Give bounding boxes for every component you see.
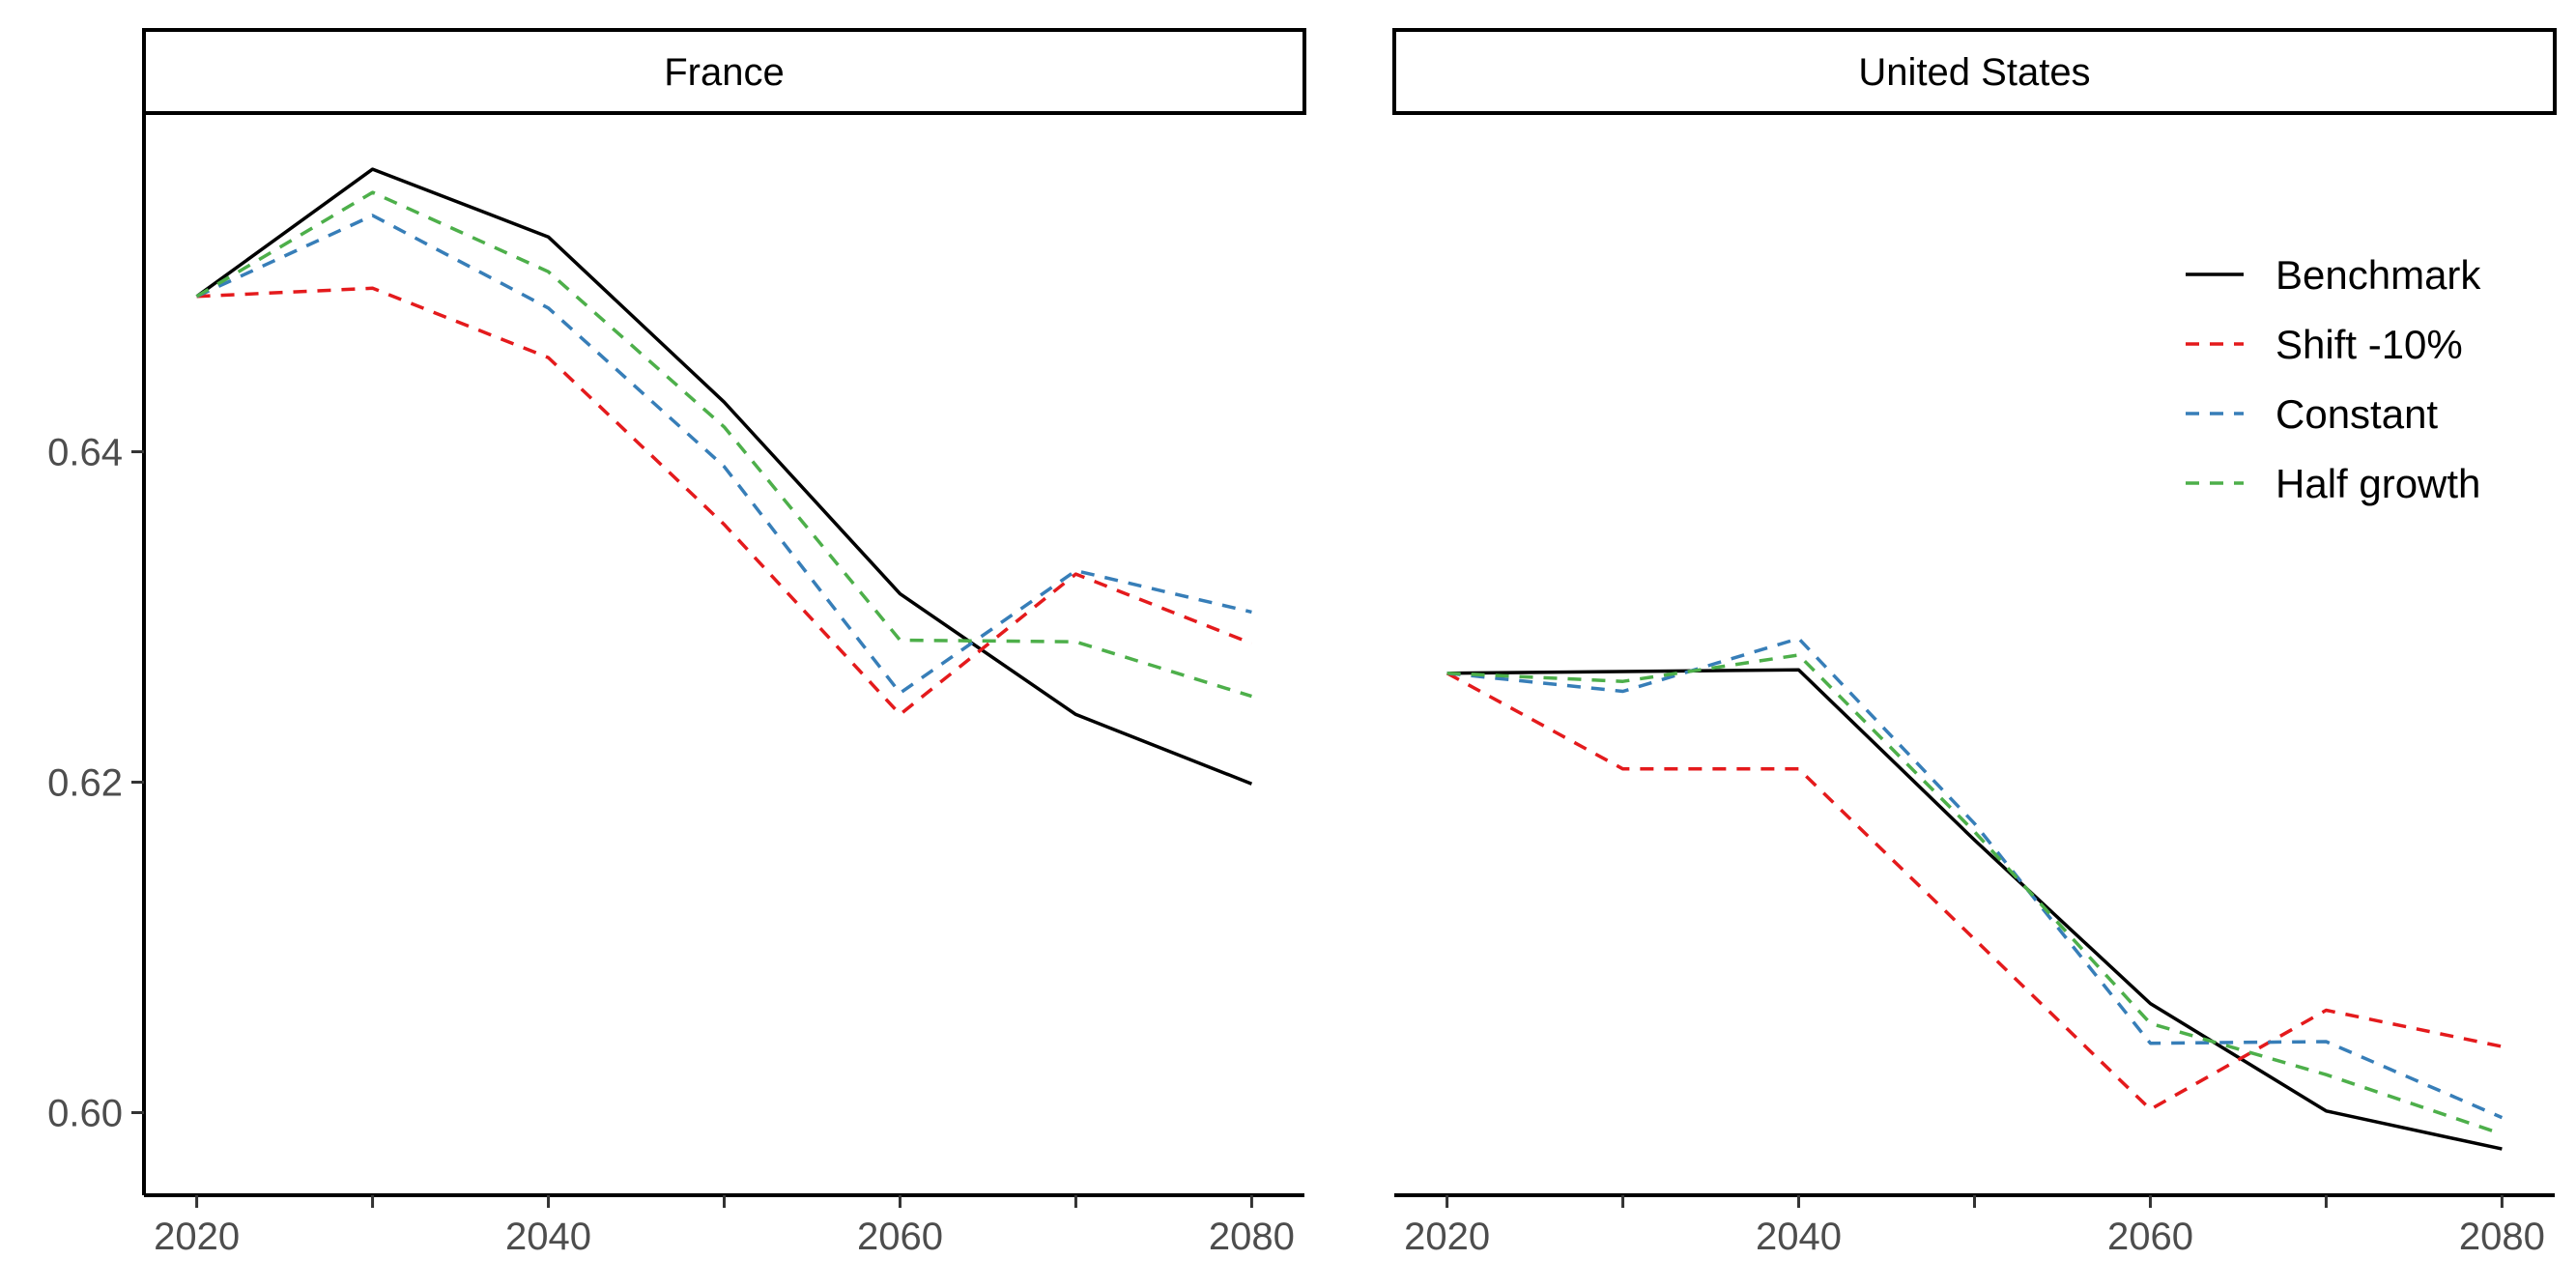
y-tick-label: 0.60 xyxy=(47,1093,123,1135)
series-line-shift-10-france xyxy=(196,286,1253,717)
panel-united-states: United States 2020 2040 2060 2080 xyxy=(1392,28,2557,1258)
y-tick-label: 0.64 xyxy=(47,432,123,474)
legend-label-shift-10: Shift -10% xyxy=(2275,322,2463,367)
x-tick-label: 2080 xyxy=(2459,1216,2545,1258)
series-line-benchmark-united-states xyxy=(1446,668,2503,1151)
series-line-constant-france xyxy=(195,214,1252,695)
legend: Benchmark Shift -10% Constant Half growth xyxy=(2186,252,2481,506)
series-line-half-growth-france xyxy=(195,190,1252,699)
x-tick-label: 2060 xyxy=(2107,1216,2193,1258)
x-tick-label: 2020 xyxy=(1404,1216,1490,1258)
facet-strip-united-states xyxy=(1392,28,2557,115)
series-line-constant-united-states xyxy=(1446,637,2504,1120)
facet-title-france: France xyxy=(664,51,785,94)
series-line-shift-10-united-states xyxy=(1445,672,2503,1111)
legend-label-constant: Constant xyxy=(2275,391,2438,437)
series-line-half-growth-united-states xyxy=(1446,653,2503,1136)
legend-label-benchmark: Benchmark xyxy=(2275,252,2481,298)
x-tick-label: 2060 xyxy=(857,1216,943,1258)
x-tick-label: 2040 xyxy=(1756,1216,1842,1258)
x-tick-label: 2080 xyxy=(1209,1216,1295,1258)
legend-label-half-growth: Half growth xyxy=(2275,461,2480,506)
panels-layer: France 2020 2040 2060 2080 0.60 0.62 0.64 United… xyxy=(47,28,2557,1258)
facet-title-united-states: United States xyxy=(1858,51,2090,94)
series-line-benchmark-france xyxy=(195,167,1253,786)
y-tick-label: 0.62 xyxy=(47,762,123,805)
panel-france: France 2020 2040 2060 2080 0.60 0.62 0.64 xyxy=(47,28,1306,1258)
x-tick-label: 2040 xyxy=(505,1216,591,1258)
x-tick-label: 2020 xyxy=(154,1216,240,1258)
facet-strip-france xyxy=(142,28,1306,115)
